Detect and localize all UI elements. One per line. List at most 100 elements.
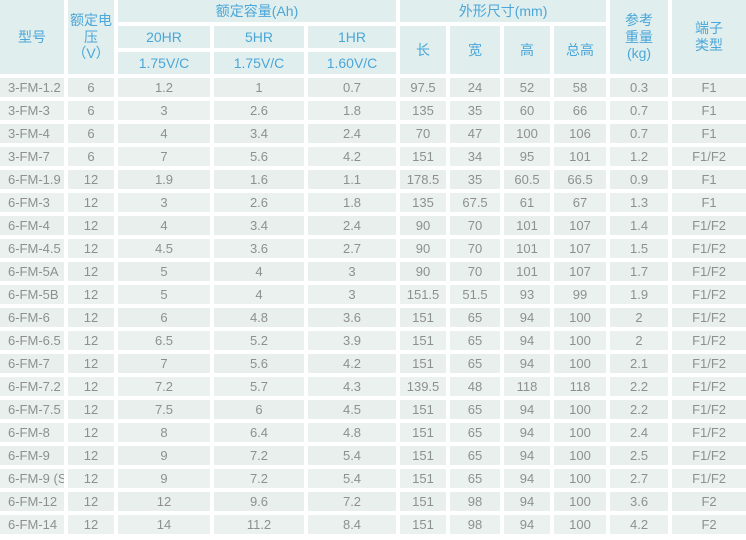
table-row: 6-FM-9 12 9 7.2 5.4 151 65 94 100 2.5 F1/F2 — [0, 446, 746, 465]
terminal-cell: F1/F2 — [672, 262, 746, 281]
height-cell: 94 — [504, 492, 551, 511]
model-cell: 6-FM-6.5 — [0, 331, 64, 350]
table-row: 6-FM-3 12 3 2.6 1.8 135 67.5 61 67 1.3 F1 — [0, 193, 746, 212]
capacity-20hr-cell: 9 — [118, 446, 210, 465]
capacity-1hr-cell: 5.4 — [308, 469, 397, 488]
capacity-1hr-cell: 2.4 — [308, 216, 397, 235]
voltage-cell: 12 — [68, 423, 114, 442]
table-row: 6-FM-5A 12 5 4 3 90 70 101 107 1.7 F1/F2 — [0, 262, 746, 281]
voltage-cell: 12 — [68, 446, 114, 465]
width-cell: 65 — [450, 354, 501, 373]
model-cell: 6-FM-7.5 — [0, 400, 64, 419]
voltage-cell: 12 — [68, 515, 114, 534]
capacity-5hr-cell: 4.8 — [214, 308, 304, 327]
capacity-1hr-cell: 1.1 — [308, 170, 397, 189]
capacity-5hr-cell: 4 — [214, 262, 304, 281]
width-cell: 70 — [450, 239, 501, 258]
voltage-cell: 6 — [68, 78, 114, 97]
capacity-20hr-cell: 3 — [118, 101, 210, 120]
capacity-5hr-cell: 7.2 — [214, 446, 304, 465]
capacity-1hr-cell: 3 — [308, 285, 397, 304]
header-total-height: 总高 — [554, 26, 607, 74]
voltage-cell: 12 — [68, 285, 114, 304]
capacity-5hr-cell: 5.6 — [214, 147, 304, 166]
height-cell: 101 — [504, 216, 551, 235]
total-height-cell: 100 — [554, 354, 607, 373]
model-cell: 3-FM-4 — [0, 124, 64, 143]
weight-cell: 0.7 — [610, 124, 669, 143]
height-cell: 60.5 — [504, 170, 551, 189]
terminal-cell: F1/F2 — [672, 285, 746, 304]
header-row-rates: 20HR 5HR 1HR 长 宽 高 总高 — [0, 26, 746, 74]
total-height-cell: 66.5 — [554, 170, 607, 189]
header-row-groups: 型号 额定电压 （V） 额定容量(Ah) 外形尺寸(mm) 参考 重量 (kg)… — [0, 0, 746, 74]
capacity-20hr-cell: 3 — [118, 193, 210, 212]
capacity-1hr-cell: 2.7 — [308, 239, 397, 258]
table-body: 3-FM-1.2 6 1.2 1 0.7 97.5 24 52 58 0.3 F1 3-FM-3 6 3 2… — [0, 78, 746, 534]
header-length: 长 — [400, 26, 447, 74]
header-voltage: 额定电压 （V） — [68, 0, 114, 74]
model-cell: 6-FM-1.9 — [0, 170, 64, 189]
capacity-1hr-cell: 7.2 — [308, 492, 397, 511]
voltage-cell: 6 — [68, 101, 114, 120]
terminal-cell: F1/F2 — [672, 354, 746, 373]
height-cell: 95 — [504, 147, 551, 166]
header-5hr: 5HR — [214, 26, 304, 48]
capacity-1hr-cell: 8.4 — [308, 515, 397, 534]
height-cell: 94 — [504, 446, 551, 465]
model-cell: 6-FM-5B — [0, 285, 64, 304]
capacity-20hr-cell: 9 — [118, 469, 210, 488]
width-cell: 98 — [450, 492, 501, 511]
length-cell: 151 — [400, 492, 447, 511]
weight-cell: 1.3 — [610, 193, 669, 212]
table-row: 6-FM-1.9 12 1.9 1.6 1.1 178.5 35 60.5 66.5 0.9 F1 — [0, 170, 746, 189]
capacity-1hr-cell: 4.3 — [308, 377, 397, 396]
terminal-cell: F1/F2 — [672, 446, 746, 465]
weight-cell: 3.6 — [610, 492, 669, 511]
voltage-cell: 12 — [68, 469, 114, 488]
capacity-5hr-cell: 6 — [214, 400, 304, 419]
header-height: 高 — [504, 26, 551, 74]
header-20hr-cutoff: 1.75V/C — [118, 52, 210, 74]
model-cell: 6-FM-7.2 — [0, 377, 64, 396]
capacity-20hr-cell: 4 — [118, 216, 210, 235]
capacity-20hr-cell: 7 — [118, 147, 210, 166]
capacity-20hr-cell: 4.5 — [118, 239, 210, 258]
capacity-20hr-cell: 5 — [118, 285, 210, 304]
capacity-5hr-cell: 5.7 — [214, 377, 304, 396]
model-cell: 6-FM-9 (S) — [0, 469, 64, 488]
weight-cell: 1.9 — [610, 285, 669, 304]
length-cell: 151 — [400, 469, 447, 488]
weight-cell: 2.7 — [610, 469, 669, 488]
total-height-cell: 66 — [554, 101, 607, 120]
voltage-cell: 12 — [68, 308, 114, 327]
height-cell: 60 — [504, 101, 551, 120]
terminal-cell: F2 — [672, 492, 746, 511]
length-cell: 178.5 — [400, 170, 447, 189]
weight-cell: 1.2 — [610, 147, 669, 166]
capacity-5hr-cell: 9.6 — [214, 492, 304, 511]
capacity-5hr-cell: 5.2 — [214, 331, 304, 350]
capacity-20hr-cell: 7.5 — [118, 400, 210, 419]
header-terminal: 端子 类型 — [672, 0, 746, 74]
header-width: 宽 — [450, 26, 501, 74]
header-20hr: 20HR — [118, 26, 210, 48]
table-row: 3-FM-1.2 6 1.2 1 0.7 97.5 24 52 58 0.3 F1 — [0, 78, 746, 97]
weight-cell: 0.9 — [610, 170, 669, 189]
header-weight: 参考 重量 (kg) — [610, 0, 669, 74]
total-height-cell: 67 — [554, 193, 607, 212]
weight-cell: 2 — [610, 331, 669, 350]
weight-cell: 2.2 — [610, 377, 669, 396]
capacity-20hr-cell: 7.2 — [118, 377, 210, 396]
total-height-cell: 107 — [554, 262, 607, 281]
table-row: 6-FM-4 12 4 3.4 2.4 90 70 101 107 1.4 F1/F2 — [0, 216, 746, 235]
length-cell: 135 — [400, 101, 447, 120]
total-height-cell: 100 — [554, 423, 607, 442]
length-cell: 151 — [400, 400, 447, 419]
capacity-20hr-cell: 12 — [118, 492, 210, 511]
voltage-cell: 6 — [68, 124, 114, 143]
total-height-cell: 100 — [554, 515, 607, 534]
voltage-cell: 12 — [68, 193, 114, 212]
width-cell: 51.5 — [450, 285, 501, 304]
table-row: 6-FM-4.5 12 4.5 3.6 2.7 90 70 101 107 1.5 F1/F2 — [0, 239, 746, 258]
